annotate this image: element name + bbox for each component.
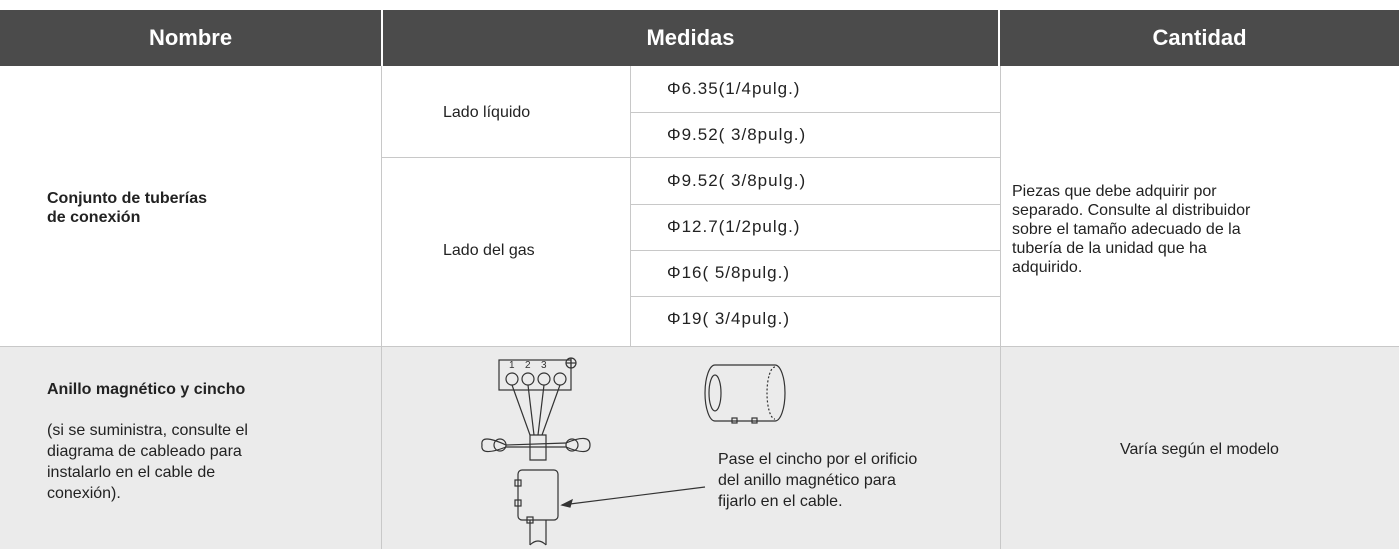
text-line: conexión). <box>47 485 121 502</box>
divider <box>630 250 1000 251</box>
text-line: (si se suministra, consulte el <box>47 422 248 439</box>
row-bg <box>0 346 1399 549</box>
text-line: instalarlo en el cable de <box>47 464 216 481</box>
terminal-label: 1 <box>509 360 515 371</box>
text-line: diagrama de cableado para <box>47 443 242 460</box>
size-cell: Φ9.52( 3/8pulg.) <box>667 125 807 144</box>
size-cell: Φ9.52( 3/8pulg.) <box>667 171 807 190</box>
text-line: fijarlo en el cable. <box>718 493 843 510</box>
side-label: Lado del gas <box>443 241 535 259</box>
divider <box>0 346 1399 347</box>
text-line: adquirido. <box>1012 259 1083 276</box>
text-line: de conexión <box>47 209 141 226</box>
terminal-label: 3 <box>541 360 547 371</box>
divider <box>381 157 1000 158</box>
text-line: tubería de la unidad que ha <box>1012 240 1207 257</box>
text-line: separado. Consulte al distribuidor <box>1012 202 1251 219</box>
divider <box>630 204 1000 205</box>
divider <box>630 66 631 346</box>
size-cell: Φ16( 5/8pulg.) <box>667 263 791 282</box>
text-line: Pase el cincho por el orificio <box>718 451 918 468</box>
quantity-text: Piezas que debe adquirir por separado. Co… <box>1012 182 1250 277</box>
text-line: sobre el tamaño adecuado de la <box>1012 221 1241 238</box>
divider <box>630 112 1000 113</box>
size-cell: Φ12.7(1/2pulg.) <box>667 217 801 236</box>
divider <box>381 66 382 549</box>
divider <box>1000 66 1001 549</box>
item-name: Anillo magnético y cincho <box>47 381 246 398</box>
terminal-label: 2 <box>525 360 531 371</box>
header-cell: Nombre <box>0 10 381 66</box>
side-label: Lado líquido <box>443 103 531 121</box>
divider <box>630 296 1000 297</box>
size-cell: Φ6.35(1/4pulg.) <box>667 79 801 98</box>
quantity-text: Varía según el modelo <box>1120 441 1279 458</box>
text-line: Conjunto de tuberías <box>47 190 207 207</box>
size-cell: Φ19( 3/4pulg.) <box>667 309 791 328</box>
caption: Pase el cincho por el orificio del anillo… <box>718 449 917 512</box>
item-note: (si se suministra, consulte el diagrama d… <box>47 420 248 504</box>
header-cell: Cantidad <box>1000 10 1399 66</box>
item-name: Conjunto de tuberías de conexión <box>47 189 207 227</box>
text-line: del anillo magnético para <box>718 472 896 489</box>
header-cell: Medidas <box>382 10 999 66</box>
text-line: Piezas que debe adquirir por <box>1012 183 1217 200</box>
